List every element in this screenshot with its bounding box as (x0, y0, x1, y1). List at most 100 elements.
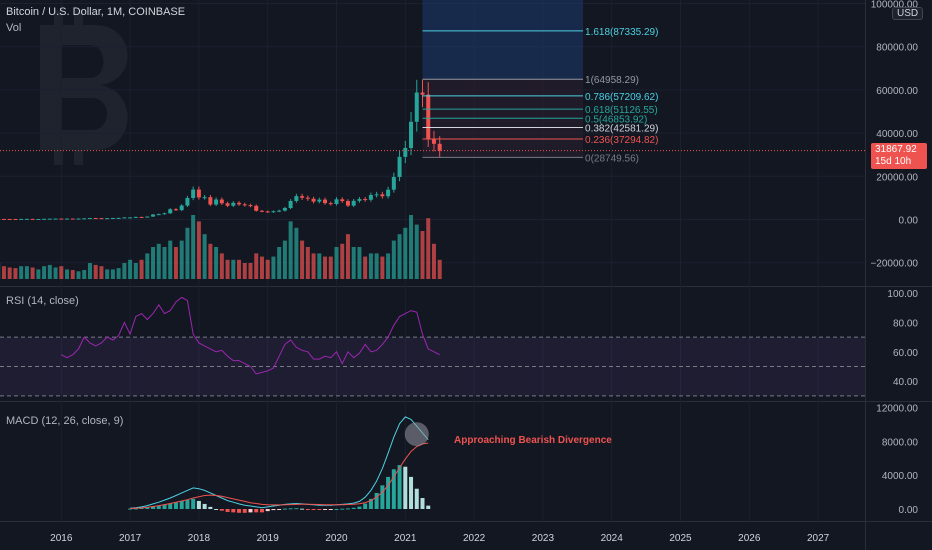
volume-bar (242, 263, 247, 279)
macd-histogram-bar (409, 476, 414, 509)
macd-histogram-bar (248, 509, 253, 513)
macd-histogram-bar (254, 509, 259, 513)
candle-body (214, 199, 219, 205)
volume-bar (265, 259, 270, 279)
candle-body (311, 198, 316, 202)
macd-histogram-bar (225, 509, 230, 512)
candle-body (87, 218, 92, 220)
rsi-title: RSI (14, close) (6, 295, 79, 307)
macd-histogram-bar (214, 509, 219, 510)
volume-bar (409, 215, 414, 279)
rsi-tick-label: 100.00 (887, 289, 918, 300)
macd-histogram-bar (288, 508, 293, 510)
volume-bar (277, 247, 282, 279)
candle-countdown: 15d 10h (875, 156, 912, 167)
candle-body (248, 205, 253, 207)
candle-body (300, 196, 305, 198)
macd-histogram-bar (265, 509, 270, 512)
volume-bar (397, 234, 402, 279)
volume-bar (173, 247, 178, 279)
candle-body (225, 203, 230, 206)
macd-histogram-bar (237, 509, 242, 513)
candle-body (162, 213, 167, 215)
candle-body (345, 201, 350, 206)
candle-body (374, 194, 379, 196)
volume-bar (7, 267, 12, 279)
candle-body (1, 218, 6, 220)
candle-body (128, 217, 133, 219)
candle-body (53, 218, 58, 220)
volume-bar (426, 218, 431, 279)
candle-body (403, 147, 408, 157)
macd-histogram-bar (128, 508, 133, 510)
volume-bar (202, 234, 207, 279)
candle-body (24, 218, 29, 220)
price-tick-label: 0.00 (899, 216, 919, 227)
volume-bar (374, 253, 379, 279)
rsi-tick-label: 40.00 (893, 377, 918, 388)
volume-bar (1, 266, 6, 279)
volume-bar (99, 266, 104, 279)
candle-body (151, 214, 156, 217)
price-candles (0, 79, 865, 220)
volume-bar (162, 247, 167, 279)
volume-bar (363, 256, 368, 279)
macd-histogram-bar (386, 476, 391, 509)
macd-histogram-bar (277, 509, 282, 510)
volume-bar (151, 247, 156, 279)
candle-body (294, 196, 299, 201)
year-label: 2022 (463, 533, 486, 544)
macd-histogram-bar (271, 509, 276, 511)
candle-body (328, 203, 333, 205)
price-tick-label: 20000.00 (876, 172, 918, 183)
volume-bar (351, 247, 356, 279)
price-tick-label: −20000.00 (870, 259, 918, 270)
rsi-tick-label: 60.00 (893, 348, 918, 359)
macd-histogram-bar (208, 506, 213, 509)
macd-histogram-bar (414, 488, 419, 509)
rsi-line (61, 296, 440, 375)
volume-bar (185, 227, 190, 279)
macd-histogram-bar (368, 498, 373, 509)
candle-body (19, 218, 24, 220)
volume-bar (196, 221, 201, 279)
macd-histogram-bar (294, 508, 299, 510)
macd-histogram-bar (219, 509, 224, 511)
candle-body (357, 199, 362, 201)
year-label: 2027 (807, 533, 830, 544)
macd-panel (128, 416, 431, 513)
fib-level-label: 0.786(57209.62) (585, 92, 658, 103)
volume-bar (214, 247, 219, 279)
currency-badge[interactable]: USD (892, 7, 924, 20)
macd-histogram-bar (334, 509, 339, 510)
candle-body (76, 218, 81, 220)
candle-body (409, 121, 414, 148)
macd-histogram-bar (242, 509, 247, 513)
volume-bar (340, 243, 345, 279)
volume-bar (305, 247, 310, 279)
macd-histogram-bar (340, 508, 345, 510)
candle-body (420, 92, 425, 95)
macd-histogram-bar (317, 509, 322, 510)
candle-body (265, 211, 270, 213)
fib-level-label: 0.618(51126.55) (585, 105, 658, 116)
macd-histogram-bar (231, 509, 236, 513)
macd-histogram-bar (357, 506, 362, 509)
divergence-annotation: Approaching Bearish Divergence (454, 435, 612, 446)
year-label: 2018 (188, 533, 211, 544)
macd-histogram-bar (259, 509, 264, 513)
volume-bar (168, 240, 173, 279)
volume-bar (36, 269, 41, 279)
candle-body (59, 218, 64, 220)
axes: 100000.00 80000.00 60000.00 40000.00 20000.0… (50, 0, 918, 544)
candle-body (351, 200, 356, 206)
candle-body (156, 214, 161, 216)
candle-body (334, 199, 339, 204)
volume-bar (87, 263, 92, 279)
candle-body (340, 199, 345, 202)
fib-level-label: 0.5(46853.92) (585, 114, 647, 125)
macd-histogram-bar (328, 509, 333, 510)
volume-bar (24, 266, 29, 279)
volume-bar (386, 253, 391, 279)
